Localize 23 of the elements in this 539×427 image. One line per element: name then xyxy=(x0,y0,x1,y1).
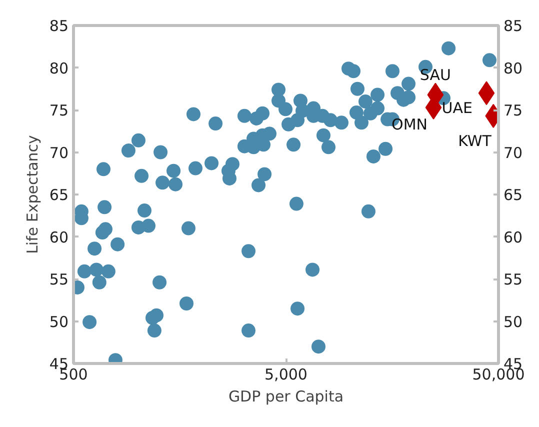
y-tick-label: 50 xyxy=(49,312,69,331)
y2-tick-label: 70 xyxy=(504,144,523,162)
y2-tick-label: 60 xyxy=(504,228,523,246)
annotation: UAE xyxy=(442,99,472,118)
y2-tick-label: 75 xyxy=(504,102,523,120)
annotation: KWT xyxy=(458,132,492,150)
x-axis-title: GDP per Capita xyxy=(228,388,344,406)
y2-tick-label: 80 xyxy=(504,59,523,78)
y-tick-label: 75 xyxy=(49,102,69,120)
y-tick-label: 55 xyxy=(49,270,69,288)
y2-tick-label: 50 xyxy=(504,312,523,331)
y-tick-label: 85 xyxy=(49,17,69,35)
y2-tick-label: 85 xyxy=(504,17,523,35)
y-tick-label: 60 xyxy=(49,228,69,246)
y-tick-label: 80 xyxy=(49,59,69,78)
y2-tick-label: 55 xyxy=(504,270,523,288)
y-tick-label: 65 xyxy=(49,186,69,204)
y-axis-title: Life Expectancy xyxy=(23,134,42,254)
annotation: SAU xyxy=(420,66,451,84)
x-tick-label: 5,000 xyxy=(264,366,308,384)
y2-tick-label: 65 xyxy=(504,186,523,204)
y-tick-label: 70 xyxy=(49,144,69,162)
annotation: OMN xyxy=(392,115,428,134)
